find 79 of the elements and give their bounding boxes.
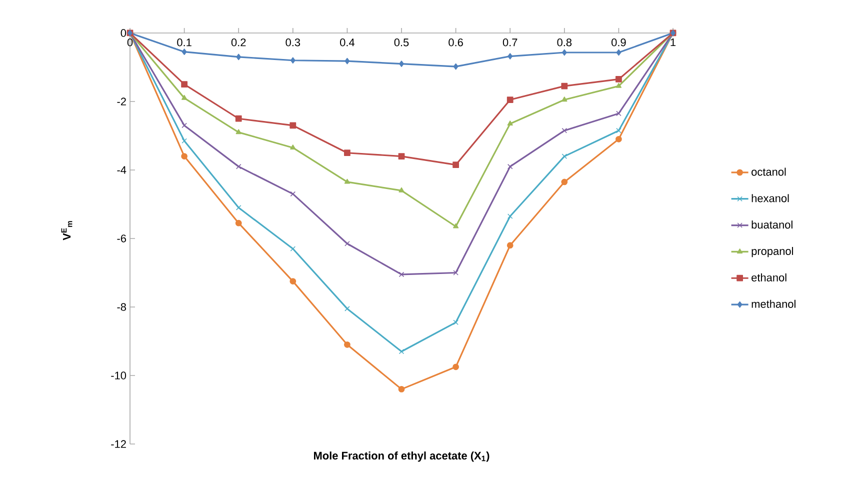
- legend-label: ethanol: [752, 273, 786, 282]
- point: [181, 81, 188, 88]
- point: [453, 270, 458, 276]
- x-tick-label: 0.8: [557, 38, 572, 46]
- point: [452, 364, 459, 370]
- legend-label: octanol: [752, 168, 786, 176]
- point: [398, 348, 404, 354]
- x-tick-label: 0.2: [231, 38, 246, 46]
- legend-label: hexanol: [752, 194, 789, 202]
- y-tick-label: -2: [117, 98, 126, 106]
- point: [616, 136, 622, 142]
- point: [506, 242, 514, 249]
- point: [398, 272, 404, 278]
- x-tick-label: 0.6: [448, 38, 463, 46]
- x-tick-label: 0.1: [177, 38, 192, 46]
- y-tick-label: 0: [120, 29, 126, 37]
- point: [181, 94, 188, 100]
- point: [236, 129, 242, 134]
- x-tick-label: 0.7: [502, 38, 518, 46]
- point: [616, 76, 622, 82]
- legend-label: buatanol: [752, 220, 792, 229]
- x-tick-label: 0.9: [612, 38, 626, 46]
- legend-label: methanol: [752, 300, 796, 308]
- point: [507, 214, 513, 219]
- point: [562, 49, 567, 56]
- point: [344, 240, 350, 246]
- point: [344, 341, 350, 348]
- point: [290, 57, 296, 64]
- point: [398, 187, 404, 192]
- point: [507, 164, 513, 170]
- point: [616, 82, 622, 88]
- point: [236, 54, 242, 60]
- point: [398, 153, 405, 160]
- point: [561, 178, 568, 186]
- point: [508, 53, 513, 60]
- point: [235, 220, 242, 226]
- point: [290, 144, 296, 150]
- x-tick-label: 0.3: [286, 38, 300, 46]
- point: [452, 162, 459, 168]
- point: [616, 128, 622, 134]
- point: [453, 63, 458, 70]
- point: [452, 223, 459, 228]
- point: [181, 153, 188, 160]
- x-axis-title: Mole Fraction of ethyl acetate (X$_{1}$): [314, 452, 490, 462]
- point: [182, 138, 187, 144]
- point: [344, 178, 350, 184]
- point: [344, 58, 350, 64]
- y-tick-label: -8: [117, 303, 126, 311]
- point: [290, 246, 296, 252]
- point: [453, 320, 458, 326]
- x-tick-label: 0.4: [340, 38, 354, 46]
- point: [507, 120, 513, 126]
- x-tick-label: 1: [670, 38, 676, 46]
- y-tick-label: -6: [117, 234, 126, 242]
- point: [290, 278, 296, 284]
- point: [235, 115, 242, 122]
- x-tick-label: 0: [127, 38, 133, 46]
- point: [182, 122, 187, 128]
- point: [616, 49, 622, 56]
- legend-label: propanol: [752, 246, 794, 258]
- point: [236, 164, 242, 170]
- point: [616, 110, 622, 116]
- point: [344, 306, 350, 312]
- point: [561, 82, 568, 90]
- point: [562, 96, 568, 102]
- point: [562, 154, 568, 159]
- point: [344, 150, 350, 156]
- point: [290, 191, 296, 197]
- y-tick-label: -12: [111, 440, 126, 448]
- point: [398, 386, 405, 392]
- point: [399, 60, 404, 67]
- point: [182, 48, 187, 56]
- point: [506, 96, 514, 103]
- point: [290, 122, 296, 129]
- y-tick-label: -4: [117, 166, 126, 174]
- x-tick-label: 0.5: [394, 38, 409, 46]
- point: [562, 128, 568, 134]
- y-tick-label: -10: [111, 372, 126, 380]
- point: [236, 205, 242, 210]
